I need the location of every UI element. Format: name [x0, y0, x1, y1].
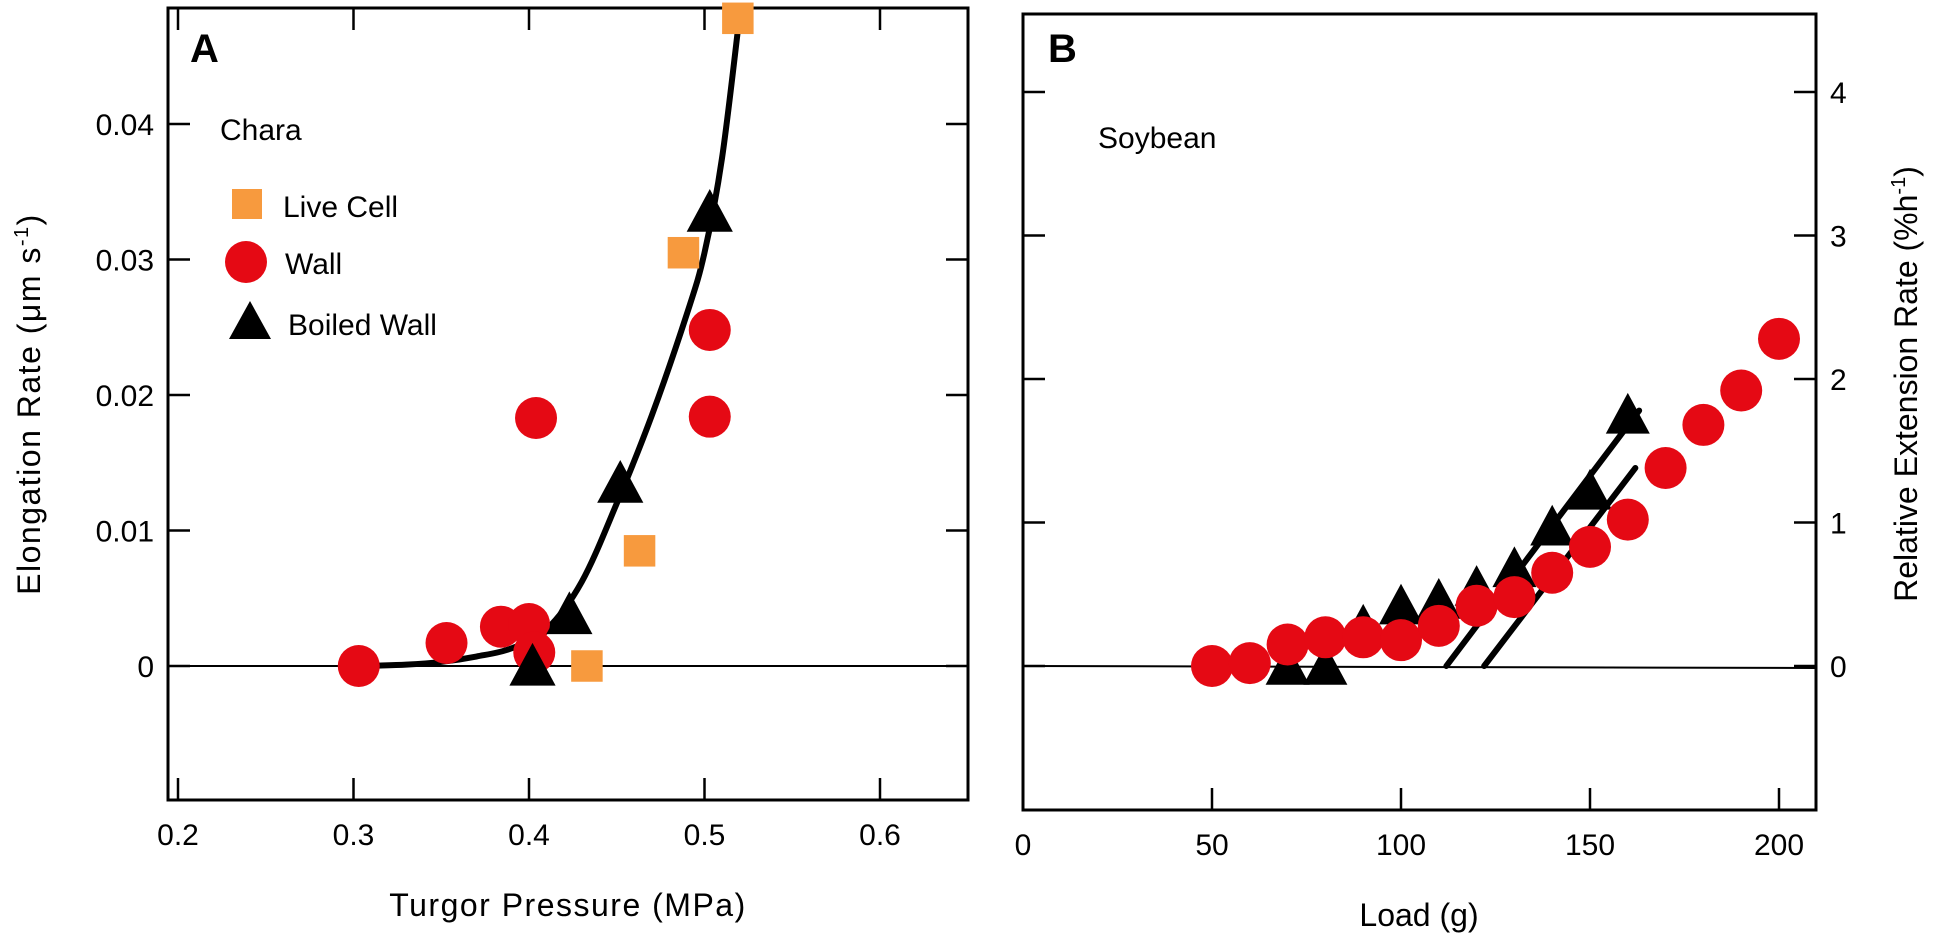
panel-b-point-wall-13 [1682, 403, 1725, 446]
panel-b-point-wall-12 [1644, 446, 1687, 489]
panel-a-point-live-cell-1 [623, 535, 656, 567]
panel-a-x-tick-label: 0.5 [684, 819, 726, 852]
panel-b-point-wall-3 [1304, 616, 1347, 659]
panel-b-point-wall-9 [1531, 551, 1574, 594]
panel-b-point-wall-11 [1606, 498, 1649, 541]
panel-b: 0 50 100 150 200 0 1 2 3 4 B Soybean Load (g) Rel… [1015, 12, 1924, 933]
panel-b-y-tick-label: 3 [1830, 221, 1847, 254]
panel-b-point-boiled-wall-1 [1303, 644, 1348, 685]
panel-b-x-axis-title: Load (g) [1359, 897, 1478, 933]
panel-b-point-wall-14 [1720, 369, 1763, 412]
panel-b-x-tick-label: 50 [1195, 829, 1228, 862]
legend-boiled-wall-label: Boiled Wall [288, 309, 437, 342]
panel-b-point-wall-6 [1417, 604, 1460, 647]
panel-b-point-boiled-wall-9 [1605, 392, 1650, 434]
panel-b-y-tick-label: 0 [1830, 651, 1847, 684]
panel-a-letter: A [190, 27, 219, 71]
panel-a-y-tick-label: 0.04 [96, 109, 154, 142]
panel-a-point-live-cell-0 [571, 650, 603, 682]
panel-b-x-tick-label: 100 [1376, 829, 1426, 862]
panel-a-y-axis-title-main: Elongation Rate ( [11, 322, 47, 595]
panel-a-point-boiled-wall-3 [686, 188, 733, 232]
panel-b-y-axis-title: Relative Extension Rate (%h-1) [1888, 166, 1924, 602]
panel-b-point-boiled-wall-8 [1568, 468, 1612, 510]
panel-b-y-axis-title-close: ) [1888, 166, 1924, 177]
panel-a-y-tick-label: 0.02 [96, 380, 154, 413]
panel-a-y-axis-title: Elongation Rate (μm s-1) [11, 213, 47, 595]
legend-boiled-wall-marker [229, 301, 271, 339]
panel-b-point-wall-7 [1455, 584, 1498, 627]
panel-a-point-live-cell-3 [722, 2, 754, 35]
panel-b-zero-line-group [1022, 665, 1817, 669]
panel-b-x-tick-label: 150 [1565, 829, 1615, 862]
panel-b-y-tick-label: 1 [1830, 508, 1847, 541]
panel-b-point-boiled-wall-7 [1530, 504, 1575, 546]
panel-b-zero-line [1022, 665, 1817, 669]
panel-a-annotation: Chara [220, 114, 302, 147]
panel-b-point-wall-8 [1493, 576, 1536, 619]
panel-a-y-tick-label: 0.01 [96, 516, 154, 549]
panel-a-ticks: 0.2 0.3 0.4 0.5 0.6 0 0.01 0.02 0.03 0.04 [96, 8, 968, 852]
panel-a-y-axis-title-unit: μm s [11, 246, 47, 322]
panel-a-y-axis-title-close: ) [11, 213, 47, 225]
panel-a-point-boiled-wall-1 [546, 591, 593, 635]
panel-b-x-tick-label: 200 [1754, 829, 1804, 862]
panel-b-ticks: 0 50 100 150 200 0 1 2 3 4 [1015, 77, 1847, 862]
panel-a-x-tick-label: 0.3 [333, 819, 375, 852]
panel-a-marks [337, 2, 754, 687]
panel-a-x-axis-title: Turgor Pressure (MPa) [389, 887, 747, 923]
panel-a-legend: Live Cell Wall Boiled Wall [225, 189, 437, 342]
panel-b-point-wall-1 [1228, 642, 1271, 685]
legend-live-cell-marker [232, 189, 262, 219]
panel-a-point-boiled-wall-2 [597, 459, 644, 503]
panel-a-point-wall-5 [515, 397, 558, 440]
panel-b-point-wall-4 [1342, 616, 1385, 659]
legend-wall-marker [225, 241, 267, 283]
panel-b-x-tick-label: 0 [1015, 829, 1032, 862]
panel-a: 0.2 0.3 0.4 0.5 0.6 0 0.01 0.02 0.03 0.04 A Chara… [11, 2, 970, 923]
panel-b-letter: B [1048, 27, 1077, 71]
panel-b-point-boiled-wall-3 [1379, 583, 1423, 625]
panel-a-x-tick-label: 0.4 [508, 819, 550, 852]
panel-a-frame [166, 6, 970, 802]
panel-a-y-tick-label: 0 [137, 651, 154, 684]
panel-b-point-wall-10 [1569, 525, 1611, 568]
panel-b-y-tick-label: 4 [1830, 77, 1847, 110]
panel-b-annotation: Soybean [1098, 122, 1216, 155]
panel-b-point-wall-5 [1380, 619, 1422, 662]
panel-b-frame [1021, 12, 1818, 812]
panel-b-y-tick-label: 2 [1830, 364, 1847, 397]
panel-a-point-live-cell-2 [667, 236, 700, 269]
panel-b-point-wall-2 [1266, 623, 1309, 666]
panel-b-y-axis-title-main: Relative Extension Rate (%h [1888, 195, 1924, 602]
panel-a-point-wall-1 [425, 621, 468, 664]
panel-a-point-wall-7 [688, 395, 731, 438]
panel-a-x-tick-label: 0.6 [859, 819, 901, 852]
panel-b-marks [1191, 317, 1800, 687]
panel-b-point-wall-0 [1191, 645, 1233, 687]
panel-b-point-boiled-wall-6 [1492, 546, 1537, 588]
legend-wall-label: Wall [285, 248, 342, 281]
legend-live-cell-label: Live Cell [283, 191, 398, 224]
panel-a-point-wall-6 [688, 308, 731, 351]
panel-b-point-wall-15 [1758, 317, 1800, 360]
panel-b-y-axis-title-sup: -1 [1888, 177, 1910, 195]
panel-a-point-boiled-wall-0 [509, 642, 556, 686]
panel-a-point-wall-0 [337, 645, 380, 687]
panel-a-x-tick-label: 0.2 [157, 819, 199, 852]
panel-a-y-axis-title-sup: -1 [11, 225, 33, 246]
panel-a-y-tick-label: 0.03 [96, 245, 154, 278]
